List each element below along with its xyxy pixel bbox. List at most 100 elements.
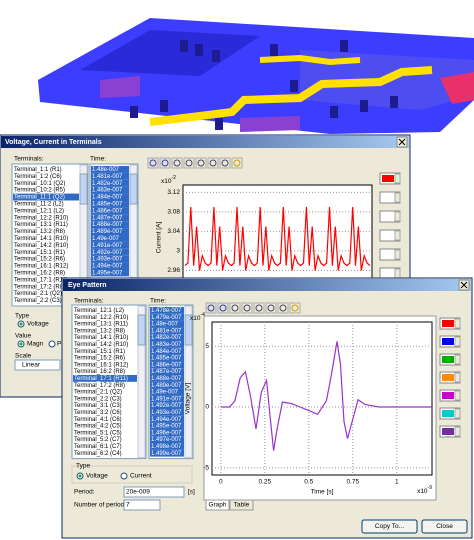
list-item[interactable]: Terminal_13:1 (R11) — [14, 222, 68, 228]
button[interactable] — [421, 519, 468, 534]
toolbar-button[interactable] — [147, 157, 159, 169]
list-item[interactable]: Terminal_14:1 (R10) — [14, 236, 68, 242]
list-item[interactable]: Terminal_17:1 (R11) — [14, 277, 68, 283]
toolbar-button[interactable] — [171, 157, 183, 169]
list-item[interactable]: Terminal_16:2 (R8) — [14, 271, 65, 277]
list-item[interactable]: Terminal_10:1 (Q2) — [14, 181, 65, 187]
list-item[interactable]: Terminal_1:1 (R1) — [14, 167, 62, 173]
list-item[interactable]: 1.485e-007 — [92, 202, 123, 208]
list-item[interactable]: Terminal_4:2 (C5) — [74, 424, 122, 430]
toolbar-button[interactable] — [207, 157, 219, 169]
list-item[interactable]: Terminal_12:1 (L2) — [14, 208, 64, 214]
button[interactable] — [361, 519, 418, 534]
list-item[interactable]: 1.494e-007 — [92, 264, 123, 270]
list-item[interactable]: 1.482e-007 — [151, 335, 182, 341]
color-dropdown[interactable] — [394, 249, 401, 260]
list-item[interactable]: 1.483e-007 — [92, 188, 123, 194]
color-dropdown[interactable] — [454, 426, 461, 437]
toolbar-button[interactable] — [219, 157, 231, 169]
color-dropdown[interactable] — [454, 318, 461, 329]
list-item[interactable]: 1.489e-007 — [151, 383, 182, 389]
toolbar-button[interactable] — [183, 157, 195, 169]
scrollbar[interactable] — [137, 305, 146, 459]
list-item[interactable]: Terminal_16:1 (R12) — [14, 264, 68, 270]
list-item[interactable]: 1.486e-007 — [92, 208, 123, 214]
list-item[interactable]: Terminal_13:2 (R8) — [74, 328, 125, 334]
list-item[interactable]: Terminal_13:2 (R8) — [14, 229, 65, 235]
list-item[interactable]: Terminal_6:1 (C7) — [74, 444, 122, 450]
list-item[interactable]: Terminal_15:1 (R1) — [74, 349, 125, 355]
toolbar-button[interactable] — [229, 302, 241, 314]
list-item[interactable]: 1.489e-007 — [92, 229, 123, 235]
list-item[interactable]: Terminal_12:2 (R10) — [74, 315, 128, 321]
list-item[interactable]: Terminal_14:1 (R10) — [74, 335, 128, 341]
radio-button[interactable] — [48, 340, 56, 348]
scrollbar[interactable] — [184, 305, 193, 459]
toolbar-button[interactable] — [277, 302, 289, 314]
color-dropdown[interactable] — [454, 336, 461, 347]
list-item[interactable]: 1.488e-007 — [92, 222, 123, 228]
text-input[interactable] — [123, 486, 185, 498]
dropdown[interactable] — [14, 359, 61, 371]
color-dropdown[interactable] — [454, 390, 461, 401]
color-dropdown[interactable] — [454, 372, 461, 383]
list-item[interactable]: 1.494e-007 — [151, 417, 182, 423]
color-dropdown[interactable] — [394, 173, 401, 184]
list-item[interactable]: 1.492e-007 — [92, 250, 123, 256]
tab-label[interactable]: Table — [234, 502, 250, 509]
tab-label[interactable]: Graph — [208, 502, 226, 509]
scroll-thumb[interactable] — [137, 314, 146, 346]
list-item[interactable]: Terminal_15:1 (R1) — [14, 250, 65, 256]
list-item[interactable]: Terminal_4:1 (C6) — [74, 417, 122, 423]
list-item[interactable]: Terminal_2:1 (Q2) — [14, 291, 62, 297]
list-item[interactable]: Terminal_11:2 (L2) — [14, 202, 64, 208]
list-item[interactable]: Terminal_12:2 (R10) — [14, 215, 68, 221]
list-item[interactable]: Terminal_5:2 (C7) — [74, 437, 122, 443]
toolbar-button[interactable] — [205, 302, 217, 314]
list-item[interactable]: 1.479e-007 — [151, 315, 182, 321]
list-item[interactable]: 1.488e-007 — [151, 376, 182, 382]
scroll-thumb[interactable] — [184, 314, 193, 346]
list-item[interactable]: 1.493e-007 — [151, 410, 182, 416]
list-item[interactable]: Terminal_3:1 (C3) — [74, 403, 122, 409]
list-item[interactable]: Terminal_17:1 (R11) — [74, 376, 128, 382]
list-item[interactable]: 1.495e-007 — [92, 271, 123, 277]
toolbar-button[interactable] — [231, 157, 243, 169]
list-item[interactable]: 1.49e-007 — [151, 390, 179, 396]
toolbar-button[interactable] — [289, 302, 301, 314]
list-item[interactable]: Terminal_16:2 (R8) — [74, 369, 125, 375]
list-item[interactable]: 1.481e-007 — [151, 328, 182, 334]
list-item[interactable]: 1.491e-007 — [151, 396, 182, 402]
list-item[interactable]: 1.482e-007 — [92, 181, 123, 187]
list-item[interactable]: Terminal_17:2 (R8) — [74, 383, 125, 389]
list-item[interactable]: Terminal_5:1 (C5) — [74, 430, 122, 436]
color-dropdown[interactable] — [394, 230, 401, 241]
list-item[interactable]: 1.49e-007 — [92, 236, 120, 242]
toolbar-button[interactable] — [253, 302, 265, 314]
list-item[interactable]: Terminal_14:2 (R10) — [14, 243, 68, 249]
list-item[interactable]: Terminal_2:2 (C3) — [74, 396, 122, 402]
toolbar-button[interactable] — [195, 157, 207, 169]
list-item[interactable]: Terminal_15:2 (R6) — [74, 356, 125, 362]
list-item[interactable]: Terminal_14:2 (R10) — [74, 342, 128, 348]
list-item[interactable]: Terminal_2:2 (C3) — [14, 298, 62, 304]
toolbar-button[interactable] — [265, 302, 277, 314]
tab[interactable] — [229, 499, 254, 511]
toolbar-button[interactable] — [159, 157, 171, 169]
list-item[interactable]: 1.483e-007 — [151, 342, 182, 348]
list-item[interactable]: Terminal_10:2 (R5) — [14, 188, 65, 194]
color-dropdown[interactable] — [454, 408, 461, 419]
list-item[interactable]: 1.495e-007 — [151, 424, 182, 430]
color-dropdown[interactable] — [454, 354, 461, 365]
color-dropdown[interactable] — [394, 268, 401, 279]
list-item[interactable]: 1.48e-007 — [92, 167, 120, 173]
list-item[interactable]: Terminal_13:1 (R11) — [74, 322, 128, 328]
list-item[interactable]: 1.486e-007 — [151, 362, 182, 368]
scroll-thumb[interactable] — [129, 173, 138, 205]
toolbar-button[interactable] — [217, 302, 229, 314]
list-item[interactable]: 1.484e-007 — [92, 195, 123, 201]
button-label[interactable]: Copy To... — [375, 523, 404, 530]
list-item[interactable]: 1.484e-007 — [151, 349, 182, 355]
list-item[interactable]: Terminal_12:1 (L2) — [74, 308, 124, 314]
list-item[interactable]: 1.491e-007 — [92, 243, 123, 249]
